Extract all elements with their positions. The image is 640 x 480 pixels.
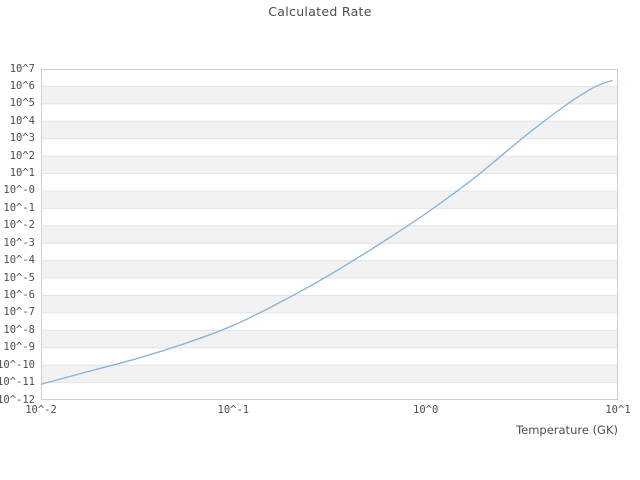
chart-title: Calculated Rate xyxy=(268,4,372,19)
plot-border xyxy=(41,69,618,400)
y-tick-label: 10^-12 xyxy=(0,393,35,406)
x-tick-label: 10^1 xyxy=(605,404,631,416)
rate-line xyxy=(41,80,613,385)
decade-stripe xyxy=(41,86,618,104)
x-tick-label: 10^0 xyxy=(413,404,439,416)
y-tick-label: 10^-2 xyxy=(3,219,35,232)
y-tick-label: 10^2 xyxy=(9,149,35,162)
x-tick-label: 10^-2 xyxy=(25,404,57,416)
y-tick-label: 10^1 xyxy=(9,167,35,180)
x-tick-label: 10^-1 xyxy=(217,404,250,416)
decade-stripe xyxy=(41,330,618,348)
y-tick-label: 10^-8 xyxy=(3,323,35,336)
plot-svg xyxy=(41,69,618,400)
y-tick-label: 10^6 xyxy=(9,79,35,92)
y-tick-label: 10^7 xyxy=(9,62,35,75)
y-tick-label: 10^-6 xyxy=(3,288,35,301)
y-tick-label: 10^-7 xyxy=(3,306,35,319)
y-tick-label: 10^-4 xyxy=(3,254,35,267)
decade-stripe xyxy=(41,121,618,139)
y-tick-label: 10^-5 xyxy=(3,271,35,284)
decade-stripe xyxy=(41,260,618,279)
y-tick-label: 10^-1 xyxy=(3,201,35,214)
y-tick-label: 10^-10 xyxy=(0,358,35,371)
decade-stripe xyxy=(41,365,618,383)
x-axis-title: Temperature (GK) xyxy=(516,423,618,437)
decade-stripe xyxy=(41,225,618,244)
decade-stripe xyxy=(41,156,618,174)
y-tick-label: 10^3 xyxy=(9,132,35,145)
y-tick-label: 10^4 xyxy=(9,114,35,127)
decade-stripe xyxy=(41,295,618,313)
y-tick-label: 10^-3 xyxy=(3,236,35,249)
plot-area xyxy=(41,69,618,400)
y-tick-label: 10^-11 xyxy=(0,376,35,389)
y-tick-label: 10^-0 xyxy=(3,184,35,197)
y-tick-label: 10^-9 xyxy=(3,341,35,354)
y-tick-label: 10^5 xyxy=(9,97,35,110)
decade-stripe xyxy=(41,190,618,209)
